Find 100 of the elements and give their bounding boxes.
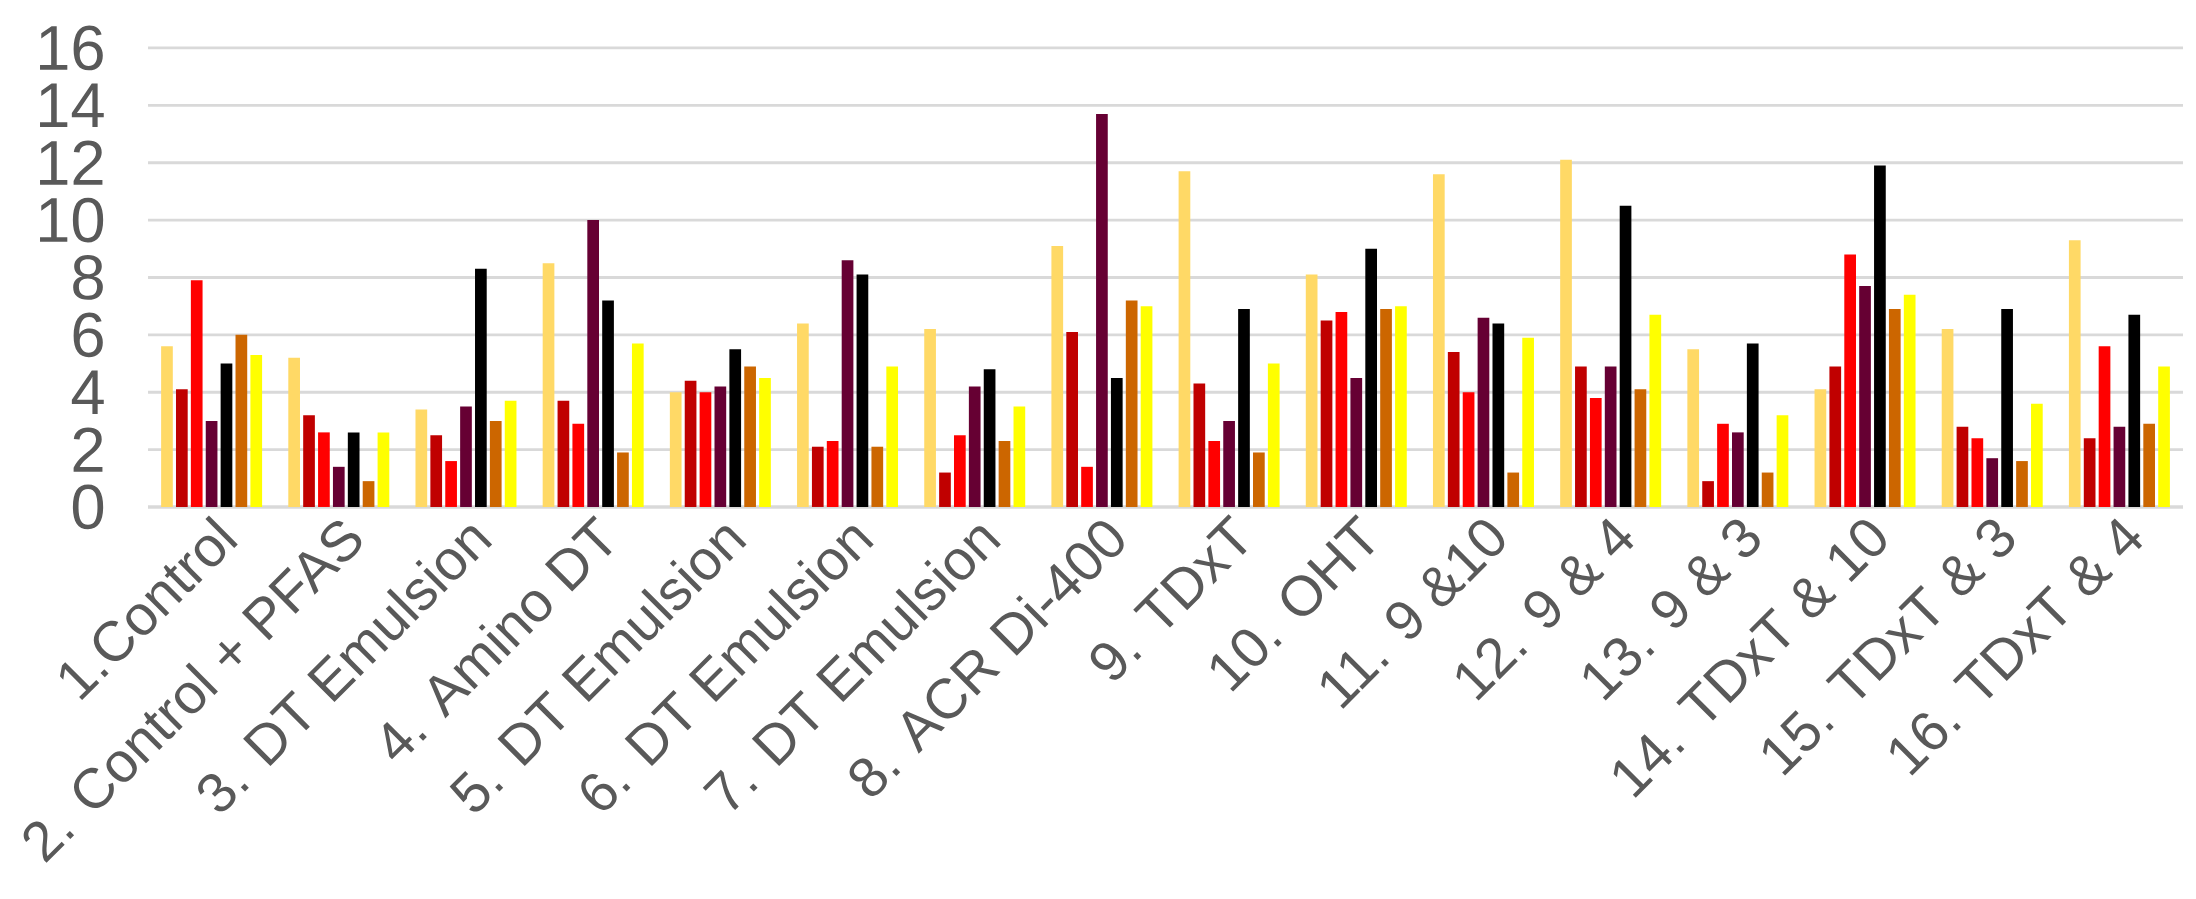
bar: [998, 441, 1011, 507]
bar: [1051, 245, 1064, 507]
bar: [303, 415, 315, 507]
bar: [1859, 286, 1871, 507]
bar: [175, 389, 188, 507]
bar: [2083, 438, 2096, 507]
bar: [1193, 383, 1206, 507]
bar: [1619, 205, 1632, 507]
bar: [1462, 392, 1475, 507]
bar: [924, 329, 936, 507]
bar: [587, 220, 600, 507]
bar: [430, 435, 443, 507]
bar: [1066, 331, 1078, 507]
y-tick-label: 10: [40, 197, 104, 243]
bar: [347, 432, 360, 507]
bar: [220, 363, 233, 507]
bar: [939, 472, 951, 507]
bar: [1776, 415, 1789, 507]
bar: [954, 435, 966, 507]
bar: [826, 441, 839, 507]
bar: [377, 432, 390, 507]
bar: [1844, 254, 1856, 507]
bar: [1604, 366, 1617, 507]
bar: [2068, 240, 2081, 507]
bar: [1238, 309, 1250, 507]
bar: [759, 377, 771, 507]
bar: [2098, 346, 2111, 507]
bar: [2031, 403, 2043, 507]
bar: [1761, 472, 1774, 507]
y-tick-label: 8: [73, 255, 103, 300]
bar: [2143, 423, 2156, 507]
bar: [250, 354, 263, 507]
bar: [1267, 363, 1280, 507]
bar: [1081, 466, 1093, 507]
y-tick-label: 14: [40, 83, 104, 128]
bar: [475, 268, 487, 507]
bar: [1717, 423, 1729, 507]
bar: [1903, 294, 1916, 507]
bar: [1096, 113, 1108, 507]
bar: [460, 406, 472, 507]
bar: [1560, 159, 1572, 507]
bar: [1335, 311, 1348, 507]
bar: [744, 366, 756, 507]
bar: [714, 386, 727, 507]
bar: [445, 461, 457, 507]
bar: [1829, 366, 1842, 507]
bar: [871, 446, 884, 507]
bar: [684, 380, 697, 507]
bar: [2128, 314, 2141, 507]
bar: [205, 420, 218, 507]
bar: [1320, 320, 1333, 507]
y-tick-label: 6: [73, 312, 103, 358]
bar: [1178, 171, 1191, 507]
bar: [1305, 274, 1318, 507]
bar: [318, 432, 330, 507]
bar: [699, 392, 712, 507]
bar: [602, 300, 614, 507]
bar: [2113, 426, 2126, 507]
bar: [1888, 309, 1901, 507]
bar: [1732, 432, 1744, 507]
bar: [1814, 389, 1827, 507]
y-tick-label: 12: [40, 140, 103, 185]
bar: [841, 260, 854, 507]
bar: [617, 452, 629, 507]
bar: [1874, 165, 1886, 507]
bar: [2001, 309, 2013, 507]
bar: [190, 280, 203, 507]
bar: [235, 334, 248, 507]
bar: [1634, 389, 1647, 507]
bar: [1507, 472, 1520, 507]
bar: [1432, 174, 1445, 507]
y-tick-label: 4: [71, 370, 104, 414]
bar: [288, 357, 300, 507]
bar: [1110, 377, 1123, 507]
bar: [1365, 248, 1378, 507]
bar: [1589, 397, 1602, 507]
bar: [1380, 309, 1392, 507]
bar: [631, 343, 644, 507]
bar: [542, 263, 555, 507]
bar: [1941, 329, 1954, 507]
bar: [1253, 452, 1265, 507]
y-tick-label: 2: [73, 427, 103, 472]
bar: [1687, 349, 1700, 507]
bar: [1492, 323, 1505, 507]
bar: [362, 481, 375, 507]
bar: [2158, 366, 2170, 507]
bar: [1125, 300, 1138, 507]
y-tick-label: 16: [40, 25, 103, 71]
bar: [811, 446, 824, 507]
bar: [2016, 461, 2028, 507]
bar: [669, 392, 682, 507]
bar: [489, 420, 502, 507]
bar: [1702, 481, 1714, 507]
bar: [1140, 306, 1153, 507]
bar: [729, 349, 742, 507]
bar: [1223, 420, 1235, 507]
bar: [504, 400, 517, 507]
bar: [332, 466, 345, 507]
bar: [797, 323, 809, 507]
bar: [1986, 458, 1999, 507]
